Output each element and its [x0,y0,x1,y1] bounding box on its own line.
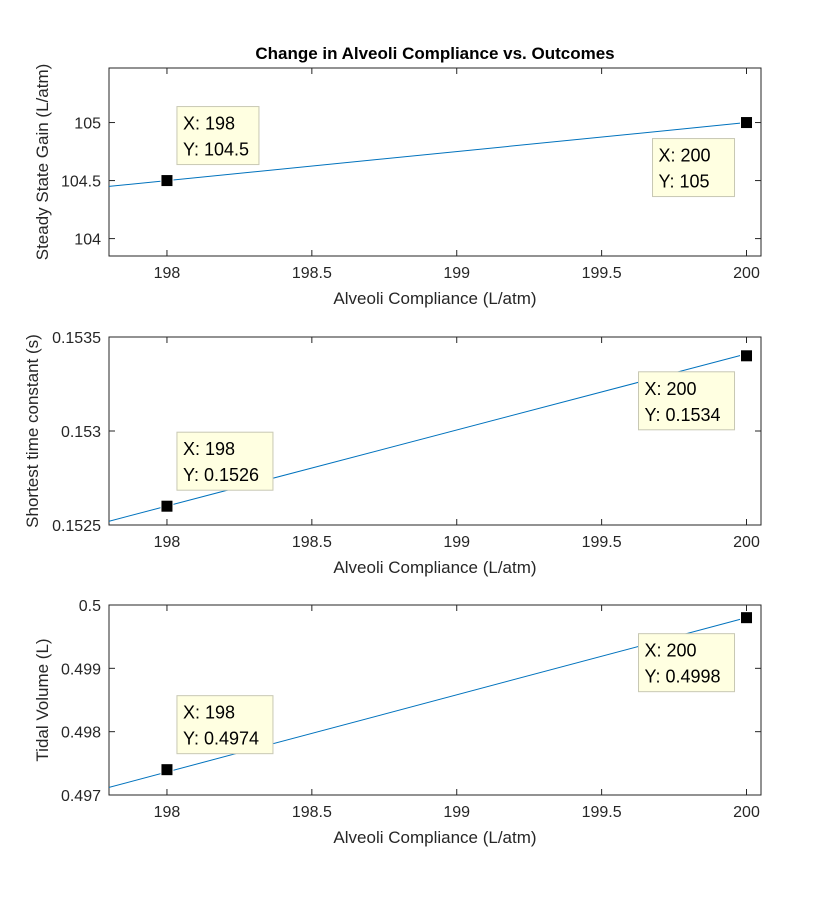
datatip-box [638,371,736,431]
datatip-marker [160,174,174,188]
datatip-box [638,633,736,693]
datatip-marker [160,763,174,777]
x-tick-label: 198.5 [292,804,332,821]
datatip-x-text: X: 200 [645,379,697,399]
subplot-1: 198 198.5 199 199.5 200 104 104.5 105 Alveoli Co… [33,64,762,308]
datatip-marker [740,116,754,130]
x-tick-label: 200 [733,534,760,551]
x-tick-label: 198 [154,804,181,821]
y-tick-label: 104 [74,232,101,249]
datatip-x-text: X: 200 [645,641,697,661]
x-tick-label: 199 [443,804,470,821]
y-tick-label: 0.5 [79,598,101,615]
datatip-y-text: Y: 0.4974 [183,729,259,749]
datatip: X: 198 Y: 0.1526 [176,431,274,491]
y-tick-label: 105 [74,116,101,133]
x-axis-label: Alveoli Compliance (L/atm) [333,828,536,847]
datatip-marker [740,349,754,363]
x-tick-label: 198.5 [292,534,332,551]
datatip: X: 200 Y: 105 [652,138,736,198]
datatip-x-text: X: 198 [183,439,235,459]
x-tick-label: 198 [154,534,181,551]
subplot-3: 198 198.5 199 199.5 200 0.497 0.498 0.499 0.5 Alv… [33,598,762,847]
y-axis-label: Tidal Volume (L) [33,638,52,761]
datatip: X: 198 Y: 0.4974 [176,695,274,755]
datatip: X: 200 Y: 0.1534 [638,371,736,431]
datatip-marker [740,611,754,625]
x-tick-label: 199 [443,534,470,551]
y-tick-label: 0.153 [61,424,101,441]
datatip-y-text: Y: 0.4998 [645,667,721,687]
datatip-x-text: X: 198 [183,114,235,134]
x-tick-label: 199.5 [582,265,622,282]
y-axis-label: Steady State Gain (L/atm) [33,64,52,261]
x-tick-label: 200 [733,804,760,821]
y-tick-label: 104.5 [61,174,101,191]
x-tick-label: 198.5 [292,265,332,282]
y-axis-label: Shortest time constant (s) [23,334,42,528]
subplot-2: 198 198.5 199 199.5 200 0.1525 0.153 0.1535 Alve… [23,330,762,577]
x-axis-label: Alveoli Compliance (L/atm) [333,558,536,577]
datatip-y-text: Y: 104.5 [183,140,249,160]
datatip: X: 198 Y: 104.5 [176,106,260,166]
y-tick-label: 0.497 [61,788,101,805]
y-tick-label: 0.1535 [52,330,101,347]
figure-title: Change in Alveoli Compliance vs. Outcome… [255,44,614,63]
x-tick-label: 199.5 [582,804,622,821]
datatip-box [176,106,260,166]
datatip-box [652,138,736,198]
datatip: X: 200 Y: 0.4998 [638,633,736,693]
x-tick-label: 200 [733,265,760,282]
x-tick-label: 199 [443,265,470,282]
x-axis-label: Alveoli Compliance (L/atm) [333,289,536,308]
series-line-1 [109,122,747,187]
datatip-marker [160,499,174,513]
datatip-x-text: X: 200 [659,146,711,166]
y-tick-label: 0.499 [61,661,101,678]
datatip-y-text: Y: 105 [659,172,710,192]
subplots: 198 198.5 199 199.5 200 104 104.5 105 Alveoli Co… [23,64,762,847]
datatip-box [176,431,274,491]
axes-box [108,336,762,526]
datatip-box [176,695,274,755]
x-tick-label: 198 [154,265,181,282]
y-tick-label: 0.1525 [52,518,101,535]
datatip-x-text: X: 198 [183,703,235,723]
datatip-y-text: Y: 0.1526 [183,465,259,485]
y-tick-label: 0.498 [61,725,101,742]
x-tick-label: 199.5 [582,534,622,551]
datatip-y-text: Y: 0.1534 [645,405,721,425]
